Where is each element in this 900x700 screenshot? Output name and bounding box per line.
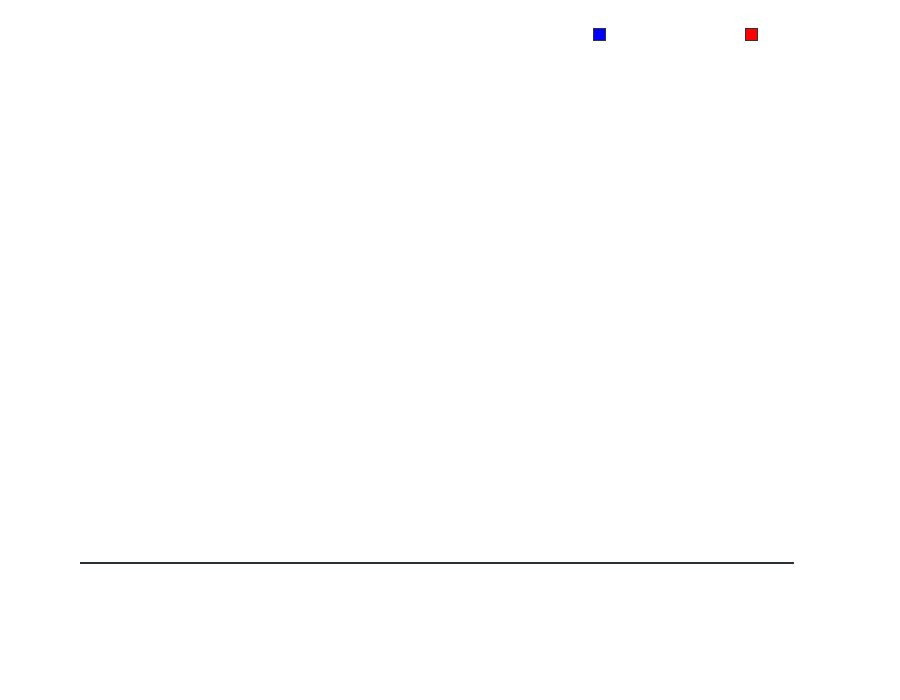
legend [0, 27, 900, 41]
legend-swatch-blue [593, 27, 606, 41]
legend-swatch-red [745, 27, 758, 41]
legend-item-series-1[interactable] [593, 27, 612, 41]
legend-item-series-2[interactable] [745, 27, 764, 41]
